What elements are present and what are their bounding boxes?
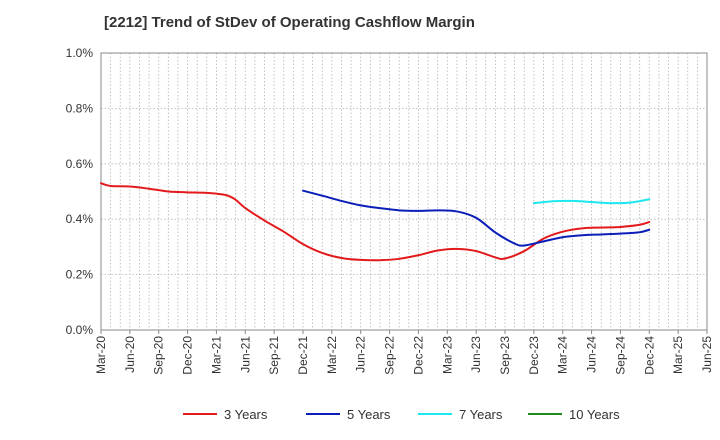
x-tick-label: Dec-20 [181,336,195,375]
x-tick-label: Dec-22 [411,336,425,375]
x-tick-label: Mar-20 [94,336,108,374]
y-tick-label: 0.2% [66,268,94,282]
x-tick-label: Sep-21 [267,336,281,375]
x-tick-label: Sep-24 [613,336,627,375]
y-tick-label: 1.0% [66,46,94,60]
series-line-3-years [100,182,651,262]
x-tick-label: Mar-22 [325,336,339,374]
x-tick-label: Jun-22 [354,336,368,373]
x-tick-label: Dec-24 [642,336,656,375]
legend-label-7-years: 7 Years [459,407,503,422]
x-tick-label: Mar-21 [209,336,223,374]
series-line-7-years [532,198,651,205]
x-tick-label: Jun-23 [469,336,483,373]
x-tick-label: Jun-24 [585,336,599,373]
legend-label-3-years: 3 Years [224,407,268,422]
y-tick-label: 0.6% [66,157,94,171]
chart-title: [2212] Trend of StDev of Operating Cashf… [104,14,475,31]
legend: 3 Years 5 Years 7 Years 10 Years [183,407,620,422]
x-tick-label: Jun-21 [238,336,252,373]
y-tick-label: 0.4% [66,212,94,226]
x-tick-label: Dec-23 [527,336,541,375]
series-lines [100,182,651,262]
plot-area-border [100,52,708,331]
x-tick-label: Dec-21 [296,336,310,375]
legend-label-10-years: 10 Years [569,407,620,422]
x-tick-label: Mar-25 [671,336,685,374]
x-axis-ticks: Mar-20 Jun-20 Sep-20 Dec-20 Mar-21 Jun-21 Sep-… [94,330,714,375]
y-axis-ticks: 0.0% 0.2% 0.4% 0.6% 0.8% 1.0% [66,46,94,337]
x-tick-label: Mar-23 [440,336,454,374]
x-tick-label: Jun-25 [700,336,714,373]
legend-label-5-years: 5 Years [347,407,391,422]
series-line-5-years [302,189,651,247]
x-tick-label: Sep-23 [498,336,512,375]
x-tick-label: Jun-20 [123,336,137,373]
x-tick-label: Sep-22 [383,336,397,375]
x-tick-label: Sep-20 [152,336,166,375]
y-tick-label: 0.0% [66,323,94,337]
x-tick-label: Mar-24 [556,336,570,374]
y-tick-label: 0.8% [66,101,94,115]
